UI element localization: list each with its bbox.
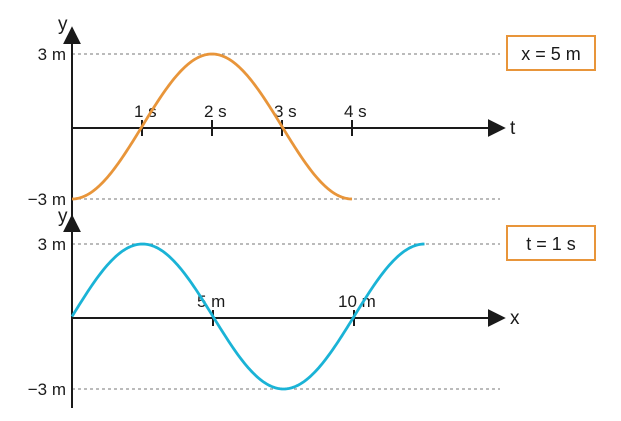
- y-tick-label-min: −3 m: [28, 190, 66, 209]
- time-graph: y t 3 m −3 m 1 s 2 s 3 s 4 s x = 5 m: [28, 14, 596, 218]
- x-ticks: 1 s 2 s 3 s 4 s: [134, 102, 367, 136]
- y-tick-label-max: 3 m: [38, 45, 66, 64]
- position-graph: y x 3 m −3 m 5 m 10 m t = 1 s: [28, 206, 596, 408]
- x-axis-label: t: [510, 118, 516, 139]
- label-box: t = 1 s: [506, 225, 596, 261]
- wave-curve: [70, 242, 425, 391]
- x-tick-label: 2 s: [204, 102, 227, 121]
- label-box-text: x = 5 m: [521, 44, 581, 64]
- label-box: x = 5 m: [506, 35, 596, 71]
- x-tick-label: 3 s: [274, 102, 297, 121]
- y-tick-label-min: −3 m: [28, 380, 66, 399]
- label-box-text: t = 1 s: [526, 234, 576, 254]
- x-tick-label: 5 m: [197, 292, 225, 311]
- x-tick-label: 4 s: [344, 102, 367, 121]
- y-axis-label: y: [58, 14, 68, 35]
- x-tick-label: 10 m: [338, 292, 376, 311]
- wave-curve: [71, 52, 353, 201]
- y-tick-label-max: 3 m: [38, 235, 66, 254]
- x-axis-label: x: [510, 308, 520, 329]
- y-axis-label: y: [58, 206, 68, 227]
- x-ticks: 5 m 10 m: [197, 292, 376, 326]
- x-tick-label: 1 s: [134, 102, 157, 121]
